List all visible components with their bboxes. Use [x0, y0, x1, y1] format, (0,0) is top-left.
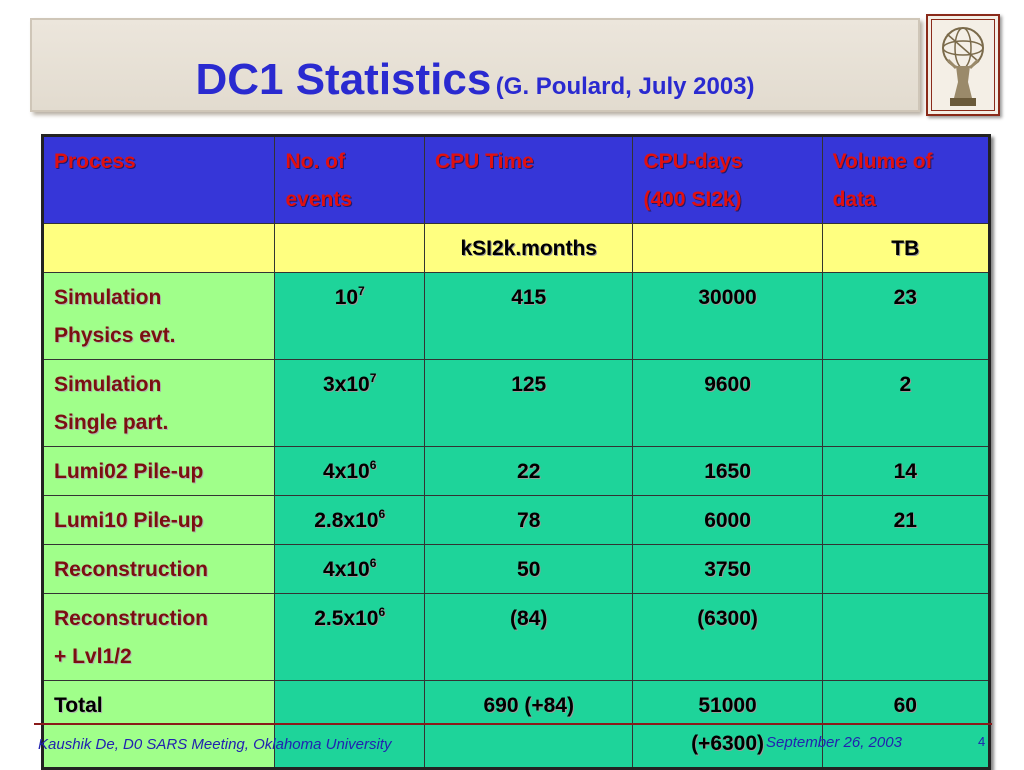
events-exponent: 6 — [378, 507, 386, 521]
cpu-days-value: 1650 — [704, 460, 751, 483]
volume-cell: 2 — [821, 359, 991, 447]
events-cell: 107 — [274, 272, 425, 360]
process-name: Lumi02 Pile-up — [54, 460, 204, 483]
process-name: Physics evt. — [54, 324, 176, 347]
process-cell: Lumi10 Pile-up — [41, 495, 276, 545]
column-header-text: events — [285, 188, 353, 211]
table-row: Simulation Physics evt. 107 415 30000 23 — [41, 272, 991, 360]
table-row: Reconstruction + Lvl1/2 2.5x106 (84) (6300) — [41, 593, 991, 681]
process-name: Simulation — [54, 286, 162, 309]
process-cell: Reconstruction + Lvl1/2 — [41, 593, 276, 681]
footer-divider — [34, 723, 992, 725]
events-base: 10 — [334, 286, 359, 309]
events-base: 4x10 — [323, 558, 370, 581]
events-cell: 4x106 — [274, 544, 425, 594]
logo-frame — [931, 19, 995, 111]
cpu-days-cell: 9600 — [632, 359, 823, 447]
events-cell: 2.8x106 — [274, 495, 425, 545]
column-header: Process — [41, 135, 276, 224]
column-header-text: Process — [54, 150, 136, 173]
cpu-days-value: 3750 — [704, 558, 751, 581]
statistics-table: Process No. of events CPU Time CPU-days (400 … — [41, 134, 991, 770]
unit-cell: kSI2k.months — [423, 223, 634, 273]
events-base: 2.5x10 — [314, 607, 379, 630]
cpu-days-cell: (6300) — [632, 593, 823, 681]
column-header-text: CPU Time — [434, 150, 534, 173]
cpu-time-cell: 125 — [423, 359, 634, 447]
cpu-time-cell: 78 — [423, 495, 634, 545]
events-exponent: 6 — [369, 458, 377, 472]
title-bar: DC1 Statistics (G. Poulard, July 2003) — [30, 18, 920, 112]
process-name: Reconstruction — [54, 607, 209, 630]
process-cell: Lumi02 Pile-up — [41, 446, 276, 496]
cpu-days-cell: 6000 — [632, 495, 823, 545]
cpu-time-cell: 22 — [423, 446, 634, 496]
cpu-days-value: (+6300) — [691, 732, 765, 755]
process-cell: Simulation Physics evt. — [41, 272, 276, 360]
page-number: 4 — [978, 734, 986, 749]
footer-author: Kaushik De, D0 SARS Meeting, Oklahoma Un… — [38, 736, 392, 753]
title-main: DC1 Statistics — [195, 55, 492, 104]
table-header-row: Process No. of events CPU Time CPU-days (400 … — [41, 135, 991, 224]
table-row: Lumi02 Pile-up 4x106 22 1650 14 — [41, 446, 991, 496]
unit-cell: TB — [821, 223, 991, 273]
slide-title: DC1 Statistics (G. Poulard, July 2003) — [32, 58, 918, 102]
column-header-text: data — [832, 188, 876, 211]
atlas-logo — [926, 14, 1000, 116]
events-base: 3x10 — [323, 373, 370, 396]
volume-cell — [821, 593, 991, 681]
volume-cell: 14 — [821, 446, 991, 496]
volume-cell: 23 — [821, 272, 991, 360]
title-subtitle: (G. Poulard, July 2003) — [495, 73, 755, 100]
cpu-time-cell: 50 — [423, 544, 634, 594]
process-name: + Lvl1/2 — [54, 645, 132, 668]
cpu-days-value: 30000 — [698, 286, 757, 309]
column-header: CPU Time — [423, 135, 634, 224]
table-row: Simulation Single part. 3x107 125 9600 2 — [41, 359, 991, 447]
cpu-days-value: 6000 — [704, 509, 751, 532]
events-base: 4x10 — [323, 460, 370, 483]
column-header-text: (400 SI2k) — [643, 188, 742, 211]
footer-date: September 26, 2003 — [766, 734, 902, 751]
events-exponent: 7 — [369, 371, 377, 385]
events-cell: 3x107 — [274, 359, 425, 447]
table-row: Lumi10 Pile-up 2.8x106 78 6000 21 — [41, 495, 991, 545]
volume-cell — [821, 544, 991, 594]
cpu-days-cell: 1650 — [632, 446, 823, 496]
column-header-text: No. of — [285, 150, 345, 173]
events-cell: 2.5x106 — [274, 593, 425, 681]
column-header-text: Volume of — [832, 150, 933, 173]
cpu-days-cell: 30000 — [632, 272, 823, 360]
process-name: Total — [54, 694, 103, 717]
process-name: Simulation — [54, 373, 162, 396]
column-header-text: CPU-days — [643, 150, 743, 173]
process-cell: Simulation Single part. — [41, 359, 276, 447]
cpu-days-cell: 3750 — [632, 544, 823, 594]
events-exponent: 6 — [378, 605, 386, 619]
unit-cell — [41, 223, 276, 273]
cpu-days-value: 51000 — [698, 694, 757, 717]
cpu-time-cell: (84) — [423, 593, 634, 681]
unit-cell — [632, 223, 823, 273]
column-header: CPU-days (400 SI2k) — [632, 135, 823, 224]
cpu-time-cell: 415 — [423, 272, 634, 360]
events-cell: 4x106 — [274, 446, 425, 496]
table-row: Reconstruction 4x106 50 3750 — [41, 544, 991, 594]
unit-cell — [274, 223, 425, 273]
cpu-days-value: 9600 — [704, 373, 751, 396]
events-base: 2.8x10 — [314, 509, 379, 532]
process-name: Lumi10 Pile-up — [54, 509, 204, 532]
column-header: Volume of data — [821, 135, 991, 224]
process-name: Reconstruction — [54, 558, 209, 581]
cpu-days-value: (6300) — [697, 607, 758, 630]
events-exponent: 6 — [369, 556, 377, 570]
column-header: No. of events — [274, 135, 425, 224]
units-row: kSI2k.months TB — [41, 223, 991, 273]
process-name: Single part. — [54, 411, 169, 434]
volume-cell: 21 — [821, 495, 991, 545]
events-exponent: 7 — [358, 284, 365, 298]
process-cell: Reconstruction — [41, 544, 276, 594]
